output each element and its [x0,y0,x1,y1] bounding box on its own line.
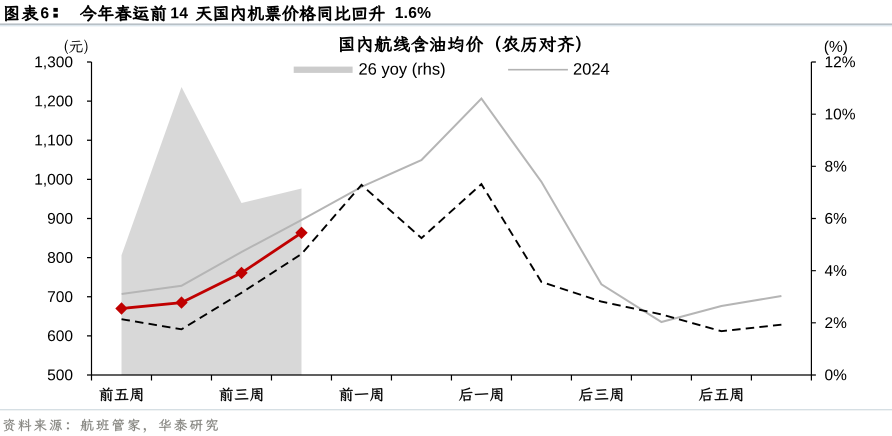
svg-text:1.6%: 1.6% [395,5,431,22]
